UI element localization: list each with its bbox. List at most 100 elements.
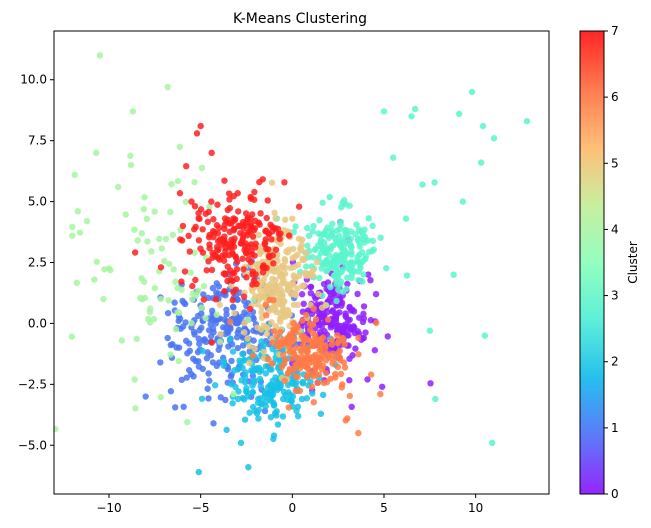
point-cluster-2	[319, 391, 327, 399]
point-cluster-1	[180, 403, 187, 410]
point-cluster-5	[268, 179, 276, 186]
point-cluster-1	[198, 324, 205, 331]
point-cluster-6	[280, 351, 287, 358]
point-cluster-2	[226, 335, 234, 343]
point-cluster-5	[260, 348, 267, 356]
point-cluster-6	[296, 365, 304, 372]
point-cluster-5	[277, 315, 285, 322]
point-cluster-1	[223, 311, 230, 318]
point-cluster-3	[323, 267, 330, 275]
point-cluster-4	[127, 161, 135, 169]
point-cluster-2	[237, 359, 244, 367]
point-cluster-0	[300, 300, 307, 307]
point-cluster-1	[176, 315, 184, 322]
point-cluster-7	[197, 122, 204, 130]
point-cluster-5	[271, 209, 278, 217]
point-cluster-5	[271, 288, 278, 295]
point-cluster-1	[167, 341, 174, 349]
point-cluster-3	[292, 223, 299, 230]
point-cluster-3	[359, 230, 367, 237]
point-cluster-2	[274, 421, 282, 428]
point-cluster-6	[312, 316, 320, 323]
point-cluster-0	[360, 310, 367, 317]
point-cluster-7	[235, 208, 242, 215]
point-cluster-0	[335, 322, 342, 329]
point-cluster-2	[250, 376, 258, 384]
point-cluster-2	[255, 406, 263, 414]
point-cluster-2	[240, 396, 248, 403]
point-cluster-5	[285, 282, 293, 290]
point-cluster-7	[268, 236, 275, 243]
point-cluster-3	[341, 253, 348, 260]
point-cluster-5	[254, 301, 261, 308]
point-cluster-7	[183, 162, 190, 170]
y-tick-label: 7.5	[28, 134, 47, 148]
point-cluster-7	[251, 188, 258, 196]
colorbar-tick-label: 1	[611, 421, 619, 435]
point-cluster-2	[262, 403, 269, 410]
point-cluster-6	[302, 311, 310, 319]
point-cluster-1	[213, 280, 220, 287]
point-cluster-6	[325, 353, 332, 360]
point-cluster-5	[296, 272, 303, 280]
point-cluster-2	[298, 395, 306, 403]
point-cluster-6	[334, 332, 341, 339]
point-cluster-3	[327, 283, 334, 291]
point-cluster-1	[171, 404, 179, 411]
point-cluster-7	[257, 210, 264, 217]
point-cluster-5	[294, 251, 301, 258]
point-cluster-3	[316, 217, 323, 224]
point-cluster-6	[296, 387, 304, 394]
point-cluster-7	[259, 269, 267, 276]
point-cluster-4	[141, 194, 148, 201]
point-cluster-6	[317, 353, 325, 360]
point-cluster-4	[83, 217, 91, 225]
point-cluster-7	[225, 190, 233, 197]
point-cluster-6	[377, 390, 384, 398]
point-cluster-0	[328, 298, 335, 305]
y-axis: −5.0 −2.5 0.0 2.5 5.0 7.5 10.0	[18, 73, 54, 452]
point-cluster-7	[230, 217, 238, 224]
point-cluster-0	[332, 313, 340, 320]
point-cluster-3	[477, 159, 485, 166]
point-cluster-7	[249, 233, 257, 240]
point-cluster-7	[251, 196, 258, 203]
point-cluster-7	[209, 249, 216, 257]
point-cluster-4	[198, 164, 206, 172]
point-cluster-4	[157, 394, 164, 401]
point-cluster-3	[346, 202, 353, 209]
point-cluster-1	[207, 352, 215, 359]
point-cluster-1	[225, 343, 232, 350]
point-cluster-7	[233, 275, 240, 283]
point-cluster-1	[178, 376, 185, 384]
point-cluster-3	[304, 242, 311, 249]
point-cluster-7	[240, 225, 247, 232]
point-cluster-7	[232, 253, 239, 260]
point-cluster-4	[68, 333, 76, 340]
point-cluster-5	[252, 293, 259, 300]
point-cluster-4	[96, 52, 104, 59]
point-cluster-6	[310, 336, 318, 343]
point-cluster-3	[481, 332, 489, 339]
point-cluster-6	[297, 348, 305, 355]
point-cluster-7	[264, 197, 271, 204]
point-cluster-3	[323, 256, 330, 264]
point-cluster-1	[167, 388, 175, 395]
point-cluster-4	[107, 266, 114, 274]
point-cluster-1	[205, 395, 212, 402]
point-cluster-2	[228, 381, 235, 388]
point-cluster-7	[256, 221, 263, 228]
point-cluster-3	[335, 232, 343, 240]
point-cluster-4	[127, 152, 134, 159]
point-cluster-7	[178, 278, 185, 285]
point-cluster-5	[299, 282, 306, 290]
point-cluster-4	[191, 178, 198, 186]
point-cluster-2	[270, 402, 278, 409]
point-cluster-0	[372, 290, 380, 298]
point-cluster-7	[230, 192, 237, 200]
point-cluster-7	[241, 246, 248, 254]
point-cluster-0	[367, 277, 374, 284]
point-cluster-5	[309, 272, 317, 280]
point-cluster-7	[230, 226, 237, 233]
point-cluster-6	[263, 312, 270, 319]
